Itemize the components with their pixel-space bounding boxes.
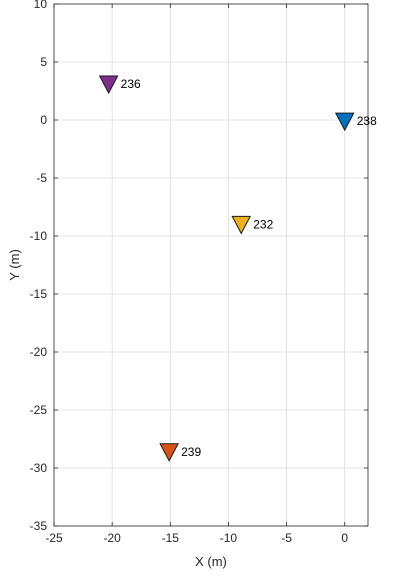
y-axis-label: Y (m) — [7, 249, 22, 281]
point-marker — [98, 75, 119, 95]
y-tick-label: -20 — [30, 345, 48, 359]
plot-background — [54, 4, 368, 526]
point-label: 232 — [253, 217, 273, 231]
plot-frame — [53, 3, 369, 527]
data-point: 232 — [231, 215, 274, 235]
data-point: 238 — [334, 112, 377, 132]
x-tick-label: -25 — [45, 531, 63, 545]
x-tick-label: -20 — [103, 531, 121, 545]
y-tick-label: 0 — [40, 113, 47, 127]
y-tick-label: -30 — [30, 461, 48, 475]
x-tick-label: -15 — [162, 531, 180, 545]
y-tick-label: -35 — [30, 519, 48, 533]
data-point: 239 — [159, 443, 201, 462]
point-label: 238 — [357, 114, 377, 128]
y-tick-label: 10 — [34, 0, 48, 11]
x-tick-label: 0 — [341, 531, 348, 545]
point-marker — [159, 443, 179, 462]
y-tick-label: -25 — [30, 403, 48, 417]
x-tick-label: -5 — [281, 531, 292, 545]
data-points: 236 238 232 239 — [98, 75, 377, 462]
point-label: 236 — [121, 77, 141, 91]
x-tick-label: -10 — [220, 531, 238, 545]
x-axis-label: X (m) — [195, 554, 227, 569]
point-marker — [334, 112, 355, 132]
point-marker — [231, 215, 252, 235]
tick-labels: -25 -20 -15 -10 -5 0 10 5 0 -5 -10 -15 -20 -25 -30 -35 — [30, 0, 349, 545]
y-tick-label: -10 — [30, 229, 48, 243]
grid — [53, 3, 368, 527]
y-tick-label: 5 — [40, 55, 47, 69]
y-tick-label: -5 — [36, 171, 47, 185]
y-tick-label: -15 — [30, 287, 48, 301]
data-point: 236 — [98, 75, 141, 95]
point-label: 239 — [181, 445, 201, 459]
